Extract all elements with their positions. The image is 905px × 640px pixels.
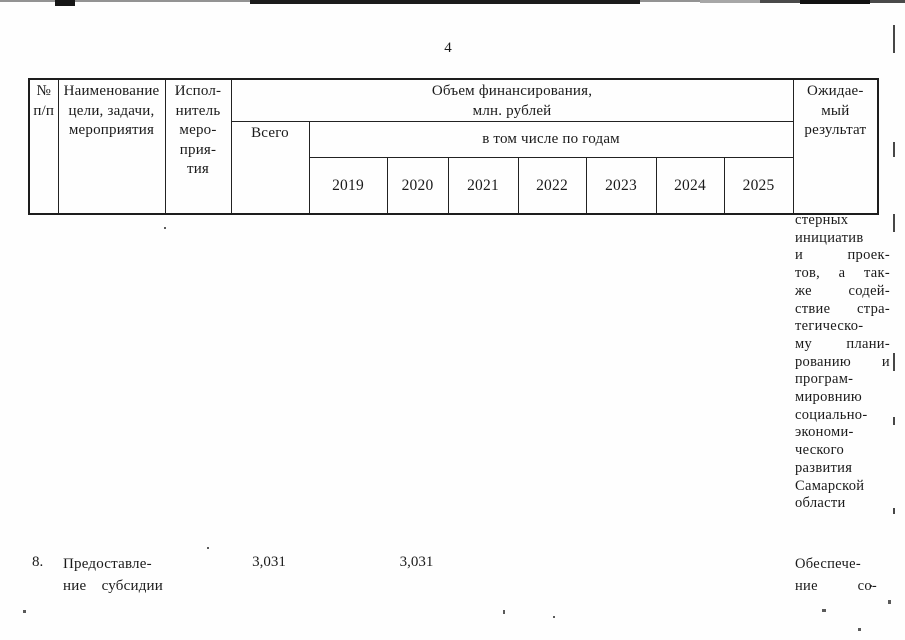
text-line: тов, а так- [795,265,890,282]
row8-number: 8. [32,554,44,570]
text-line: Самарской [795,477,865,494]
text-line: развития [795,459,853,476]
row8-total-value: 3,031 [252,554,286,570]
header-cell-financing: Объем финансирования, млн. рублей [230,78,794,122]
header-cell-year-2022: 2022 [517,157,587,214]
financing-table-header: № п/п Наименование цели, задачи, меропри… [28,78,880,215]
row8-measure-name: Предоставле-ние субсидии [63,553,163,597]
header-cell-name: Наименование цели, задачи, мероприятия [57,78,166,214]
scan-artifact [700,0,760,3]
header-cell-expected-result: Ожидае- мый результат [792,78,879,214]
text-line: ствие стра- [795,300,890,317]
text-line: и проек- [795,247,890,264]
header-cell-year-2023: 2023 [585,157,657,214]
text-line: мировнию [795,389,863,406]
scan-artifact [893,214,895,232]
scan-artifact [164,227,166,229]
header-cell-executor: Испол- нитель меро- прия- тия [164,78,232,214]
scan-artifact [800,0,870,4]
text-line: же содей- [795,282,890,299]
header-cell-year-2024: 2024 [655,157,725,214]
text-line: рованию и [795,353,890,370]
text-line: ние со- [795,578,877,594]
text-line: инициатив [795,229,864,246]
scan-artifact [503,610,505,614]
scan-artifact [207,547,209,549]
header-cell-year-2020: 2020 [386,157,449,214]
scan-artifact [893,508,895,514]
scan-artifact [893,353,895,371]
text-line: му плани- [795,335,890,352]
scan-artifact [870,585,872,587]
row8-year-2020-value: 3,031 [399,554,434,570]
text-line: экономи- [795,424,854,441]
scan-artifact [893,25,895,53]
scan-artifact [893,417,895,425]
header-cell-year-2019: 2019 [308,157,388,214]
scan-artifact [250,0,640,4]
text-line: програм- [795,371,854,388]
text-line: Предоставле- [63,556,152,572]
text-line: ческого [795,442,845,459]
scan-artifact [893,142,895,157]
page-number: 4 [444,40,452,56]
header-cell-num: № п/п [28,78,59,214]
scan-artifact [858,628,861,631]
text-line: тегическо- [795,318,864,335]
text-line: области [795,495,846,512]
text-line: социально- [795,406,868,423]
scan-artifact [23,610,26,613]
header-cell-year-2025: 2025 [723,157,794,214]
scan-artifact [822,609,826,612]
text-line: Обеспече- [795,556,861,572]
header-cell-by-years: в том числе по годам [308,121,794,158]
text-line: стерных [795,212,849,228]
header-cell-year-2021: 2021 [447,157,519,214]
header-cell-total: Всего [230,121,310,214]
row8-expected-result: Обеспече-ние со- [795,553,877,597]
scan-artifact [55,0,75,6]
scan-artifact [553,616,555,618]
scan-artifact [888,600,891,604]
expected-result-text-carryover: стерных инициатив и проек-тов, а так-же со… [795,212,890,513]
text-line: ние субсидии [63,578,163,594]
